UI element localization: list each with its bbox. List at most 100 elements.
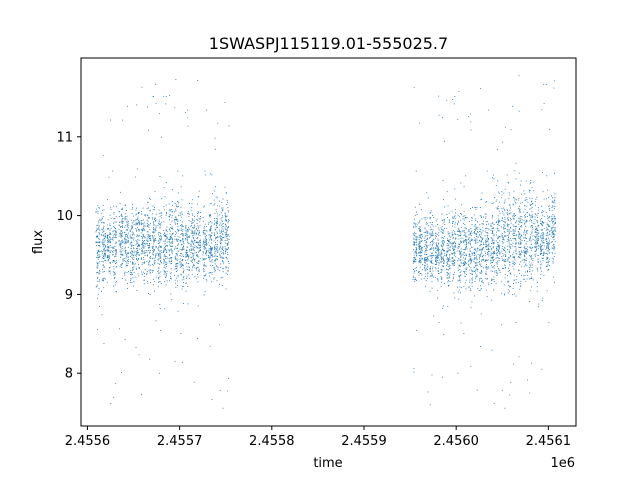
data-point xyxy=(438,272,440,274)
data-point xyxy=(114,272,116,274)
data-point xyxy=(155,238,156,240)
data-point xyxy=(530,204,532,205)
data-point xyxy=(441,242,443,244)
data-point xyxy=(102,268,103,270)
data-point xyxy=(517,269,519,271)
data-point xyxy=(187,254,189,255)
data-point xyxy=(539,235,541,237)
data-point xyxy=(470,267,472,269)
data-point xyxy=(157,286,159,288)
data-point xyxy=(463,262,465,263)
data-point xyxy=(203,277,205,279)
data-point xyxy=(165,284,167,286)
data-point xyxy=(154,249,155,251)
data-point xyxy=(215,225,217,226)
data-point xyxy=(524,246,526,247)
data-point xyxy=(206,226,207,227)
data-point xyxy=(432,270,434,272)
data-point xyxy=(487,259,489,261)
data-point xyxy=(442,249,443,250)
data-point xyxy=(526,219,528,221)
data-point xyxy=(519,234,520,235)
data-point xyxy=(424,262,426,264)
data-point xyxy=(419,251,421,253)
data-point xyxy=(141,241,143,243)
data-point xyxy=(447,238,448,240)
data-point xyxy=(222,248,223,250)
data-point xyxy=(209,173,211,175)
data-point xyxy=(442,228,444,230)
data-point xyxy=(209,234,211,236)
data-point xyxy=(497,215,499,217)
data-point xyxy=(486,249,488,250)
data-point xyxy=(113,274,115,276)
data-point xyxy=(429,218,431,219)
data-point xyxy=(152,248,154,249)
data-point xyxy=(536,246,538,247)
data-point xyxy=(165,229,167,231)
data-point xyxy=(514,257,515,259)
data-point xyxy=(107,246,109,248)
data-point xyxy=(493,276,495,278)
data-point xyxy=(441,244,443,246)
data-point xyxy=(143,262,145,264)
data-point xyxy=(154,191,156,193)
data-point xyxy=(496,207,498,209)
data-point xyxy=(415,260,417,262)
data-point xyxy=(503,249,505,251)
data-point xyxy=(124,234,126,235)
data-point xyxy=(213,268,215,270)
data-point xyxy=(512,253,514,255)
data-point xyxy=(460,259,462,261)
data-point xyxy=(527,271,528,273)
data-point xyxy=(128,232,130,234)
data-point xyxy=(527,251,529,253)
data-point xyxy=(211,272,213,273)
data-point xyxy=(458,231,460,232)
data-point xyxy=(490,270,492,272)
data-point xyxy=(140,211,142,212)
data-point xyxy=(535,236,537,238)
data-point xyxy=(536,243,538,244)
data-point xyxy=(188,230,190,232)
data-point xyxy=(112,246,114,248)
data-point xyxy=(451,260,453,262)
data-point xyxy=(507,249,508,250)
data-point xyxy=(525,260,527,261)
data-point xyxy=(465,263,467,265)
data-point xyxy=(186,277,187,279)
data-point xyxy=(204,258,206,260)
data-point xyxy=(149,269,151,271)
data-point xyxy=(462,230,464,232)
data-point xyxy=(510,273,511,275)
data-point xyxy=(214,137,216,139)
data-point xyxy=(150,239,152,241)
data-point xyxy=(143,241,145,242)
data-point xyxy=(429,290,431,292)
data-point xyxy=(205,279,207,280)
data-point xyxy=(416,280,417,281)
data-point xyxy=(554,240,556,242)
data-point xyxy=(169,237,171,239)
data-point xyxy=(519,263,521,265)
data-point xyxy=(419,260,421,261)
data-point xyxy=(452,243,454,245)
data-point xyxy=(532,181,534,183)
data-point xyxy=(104,257,106,259)
data-point xyxy=(421,274,423,276)
data-point xyxy=(515,243,516,245)
data-point xyxy=(219,389,221,391)
data-point xyxy=(99,225,100,227)
data-point xyxy=(121,254,123,255)
data-point xyxy=(146,260,148,262)
data-point xyxy=(504,217,506,218)
data-point xyxy=(155,256,156,258)
data-point xyxy=(431,256,433,258)
data-point xyxy=(488,250,490,252)
data-point xyxy=(553,235,555,237)
data-point xyxy=(531,206,533,208)
data-point xyxy=(122,254,124,256)
data-point xyxy=(155,255,157,257)
data-point xyxy=(101,219,103,221)
data-point xyxy=(468,238,469,240)
